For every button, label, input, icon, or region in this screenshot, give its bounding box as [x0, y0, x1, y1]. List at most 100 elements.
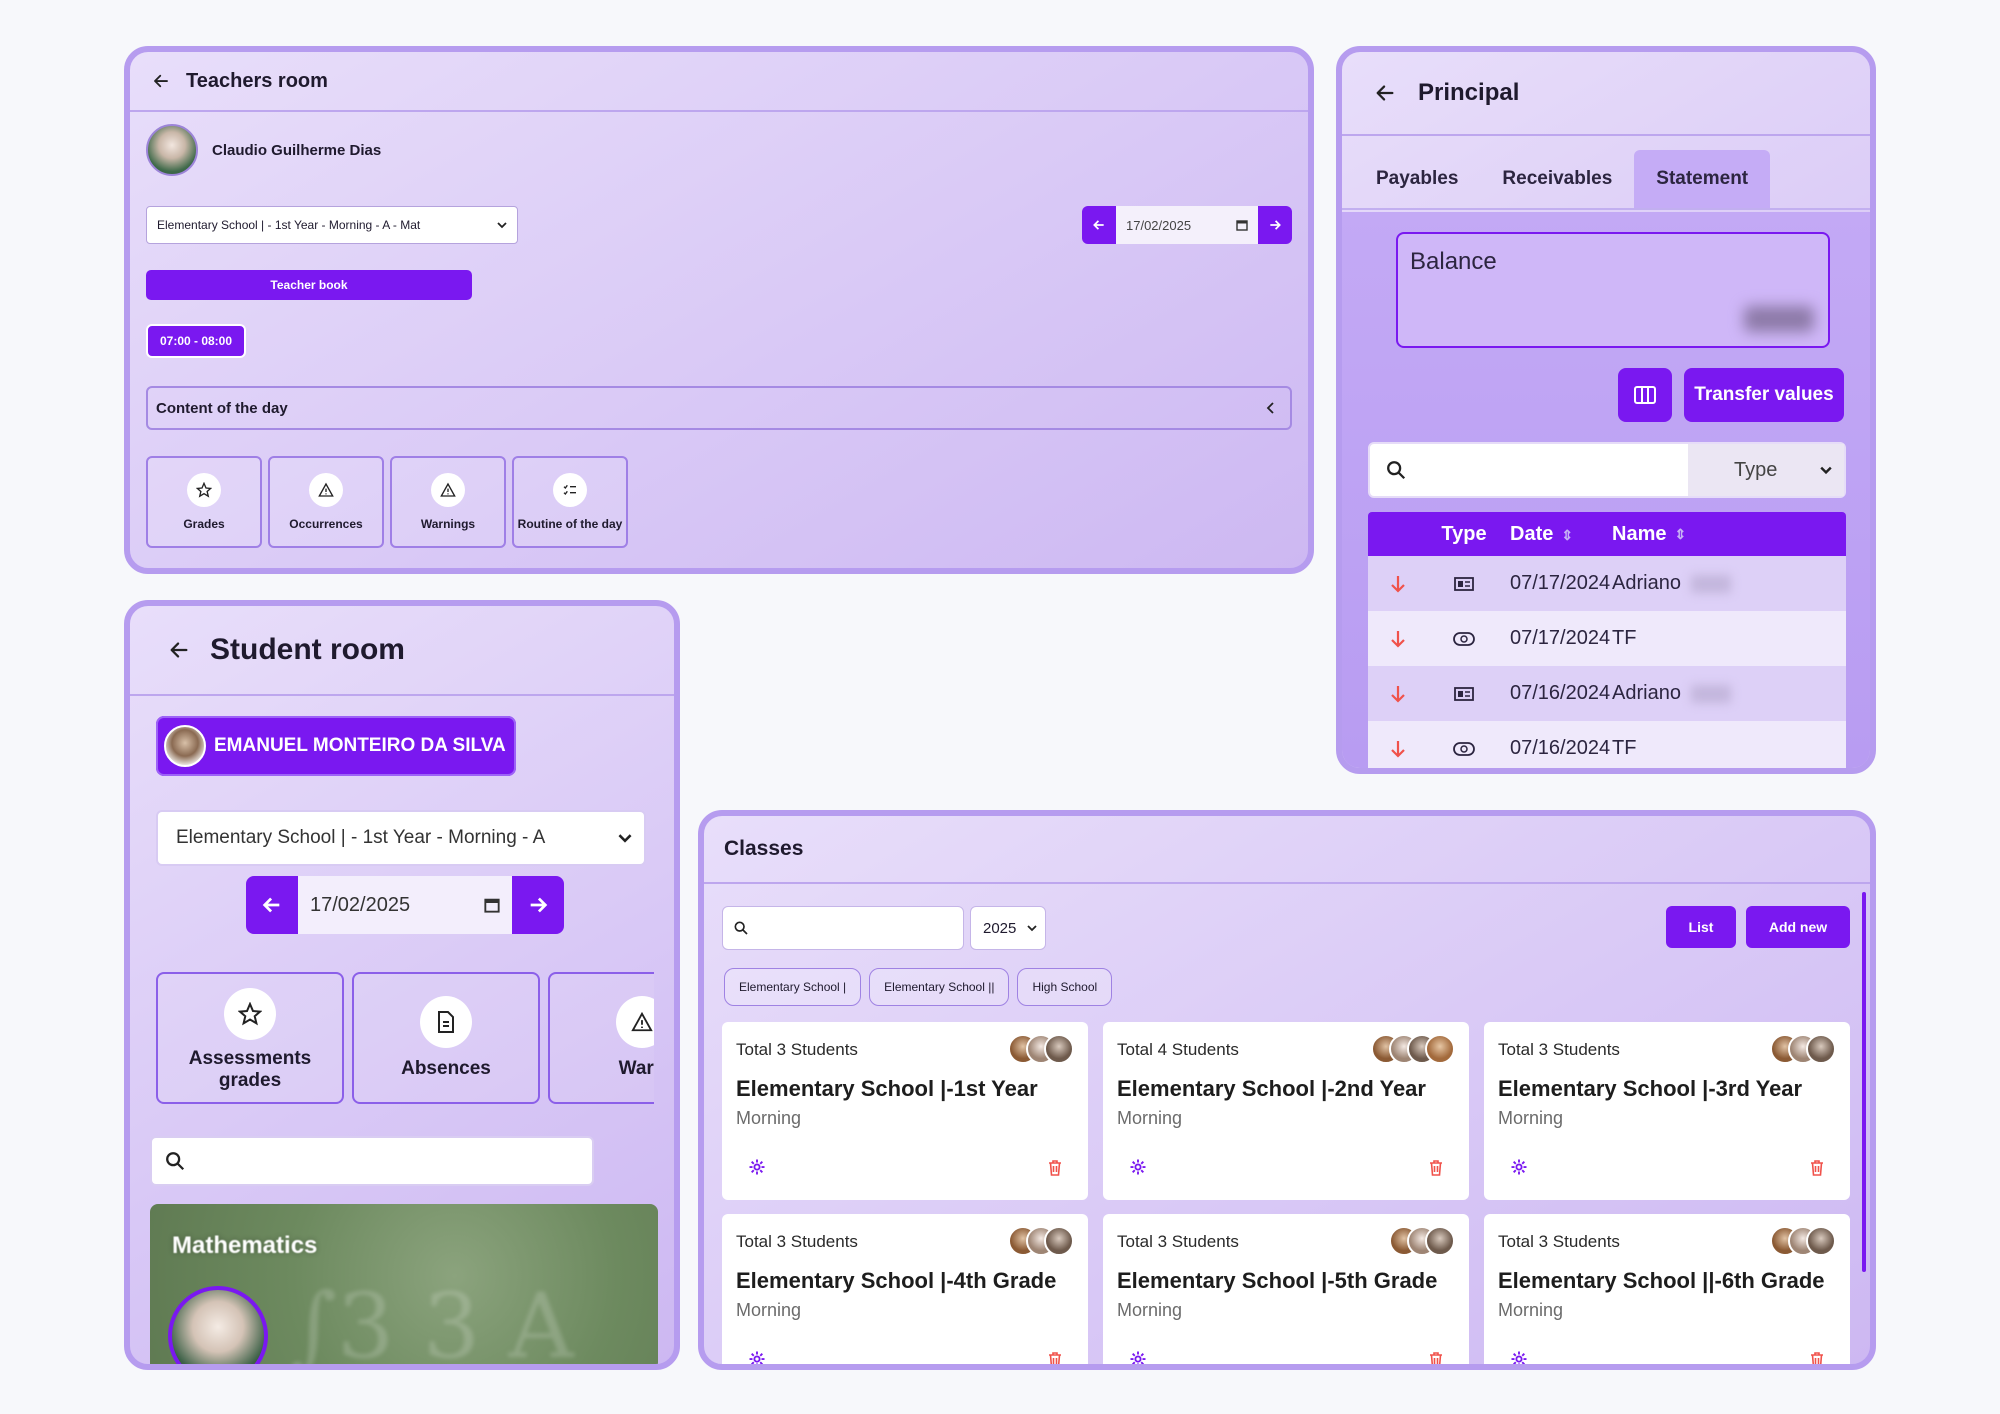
class-card[interactable]: Total 4 Students Elementary School |-2nd… — [1103, 1022, 1469, 1200]
chevron-down-icon — [1820, 466, 1832, 475]
class-select[interactable]: Elementary School | - 1st Year - Morning… — [156, 810, 646, 866]
tab-statement[interactable]: Statement — [1634, 150, 1771, 208]
column-date-label: Date — [1510, 522, 1554, 545]
class-card[interactable]: Total 3 Students Elementary School |-1st… — [722, 1022, 1088, 1200]
class-card[interactable]: Total 3 Students Elementary School |-4th… — [722, 1214, 1088, 1368]
table-row[interactable]: 07/16/2024 Adriano — [1368, 666, 1846, 721]
trash-icon[interactable] — [1048, 1352, 1062, 1368]
statement-search: Type — [1368, 442, 1846, 498]
chip-high-school[interactable]: High School — [1017, 968, 1113, 1006]
occurrences-card[interactable]: Occurrences — [268, 456, 384, 548]
gear-icon[interactable] — [1129, 1158, 1147, 1176]
search-icon — [734, 921, 748, 935]
coin-icon — [1428, 631, 1500, 647]
balance-value-hidden — [1744, 306, 1814, 332]
tab-payables[interactable]: Payables — [1376, 168, 1459, 189]
trash-icon[interactable] — [1429, 1160, 1443, 1176]
trash-icon[interactable] — [1048, 1160, 1062, 1176]
next-date-button[interactable] — [1258, 206, 1292, 244]
warnings-card[interactable]: Warn — [548, 972, 654, 1104]
student-badge[interactable]: EMANUEL MONTEIRO DA SILVA — [156, 716, 516, 776]
student-room-header: Student room — [130, 606, 674, 696]
prev-date-button[interactable] — [1082, 206, 1116, 244]
student-name: EMANUEL MONTEIRO DA SILVA — [214, 735, 506, 756]
student-avatars — [1371, 1034, 1455, 1064]
gear-icon[interactable] — [1129, 1350, 1147, 1368]
tab-receivables[interactable]: Receivables — [1502, 168, 1613, 189]
class-shift: Morning — [1117, 1300, 1183, 1320]
list-button[interactable]: List — [1666, 906, 1736, 948]
back-arrow-icon[interactable] — [1374, 82, 1396, 104]
student-avatars — [1389, 1226, 1455, 1256]
grades-label: Grades — [183, 517, 225, 531]
content-of-day-label: Content of the day — [156, 399, 288, 417]
student-avatars — [1770, 1226, 1836, 1256]
time-slot-badge[interactable]: 07:00 - 08:00 — [146, 324, 246, 358]
class-shift: Morning — [1498, 1300, 1564, 1320]
back-arrow-icon[interactable] — [152, 72, 170, 90]
principal-panel: Principal Payables Receivables Statement… — [1336, 46, 1876, 774]
columns-button[interactable] — [1618, 368, 1672, 422]
subject-card[interactable]: ∫3 3 A Mathematics — [150, 1204, 658, 1364]
prev-date-button[interactable] — [246, 876, 298, 934]
class-select[interactable]: Elementary School | - 1st Year - Morning… — [146, 206, 518, 244]
class-card[interactable]: Total 3 Students Elementary School |-5th… — [1103, 1214, 1469, 1368]
search-icon — [166, 1152, 185, 1171]
principal-tabs: Payables Receivables Statement — [1342, 136, 1870, 210]
table-row[interactable]: 07/17/2024 TF — [1368, 611, 1846, 666]
back-arrow-icon[interactable] — [168, 639, 190, 661]
search-input[interactable] — [150, 1136, 594, 1186]
class-shift: Morning — [1117, 1108, 1183, 1128]
row-name: Adriano — [1612, 682, 1681, 704]
date-input[interactable]: 17/02/2025 — [1116, 206, 1258, 244]
calendar-icon[interactable] — [1236, 219, 1248, 231]
assessments-grades-card[interactable]: Assessments grades — [156, 972, 344, 1104]
class-card[interactable]: Total 3 Students Elementary School |-3rd… — [1484, 1022, 1850, 1200]
gear-icon[interactable] — [1510, 1158, 1528, 1176]
avatar — [168, 1286, 268, 1364]
balance-card: Balance — [1396, 232, 1830, 348]
add-new-button[interactable]: Add new — [1746, 906, 1850, 948]
search-input[interactable] — [722, 906, 964, 950]
class-shift: Morning — [736, 1108, 802, 1128]
gear-icon[interactable] — [1510, 1350, 1528, 1368]
grades-card[interactable]: Grades — [146, 456, 262, 548]
column-type[interactable]: Type — [1441, 522, 1487, 545]
gear-icon[interactable] — [748, 1350, 766, 1368]
next-date-button[interactable] — [512, 876, 564, 934]
row-date: 07/16/2024 — [1510, 682, 1611, 704]
teacher-book-button[interactable]: Teacher book — [146, 270, 472, 300]
row-name: Adriano — [1612, 572, 1681, 594]
calendar-icon[interactable] — [484, 897, 500, 913]
content-of-day-accordion[interactable]: Content of the day — [146, 386, 1292, 430]
column-date[interactable]: Date ⇕ — [1500, 523, 1612, 546]
routine-card[interactable]: Routine of the day — [512, 456, 628, 548]
scrollbar[interactable] — [1862, 892, 1866, 1272]
class-card[interactable]: Total 3 Students Elementary School ||-6t… — [1484, 1214, 1850, 1368]
date-input[interactable]: 17/02/2025 — [298, 876, 512, 934]
trash-icon[interactable] — [1429, 1352, 1443, 1368]
year-value: 2025 — [983, 919, 1017, 937]
bill-icon — [1428, 576, 1500, 592]
trash-icon[interactable] — [1810, 1160, 1824, 1176]
warnings-card[interactable]: Warnings — [390, 456, 506, 548]
chip-elementary-1[interactable]: Elementary School | — [724, 968, 862, 1006]
avatar — [1425, 1226, 1455, 1256]
table-row[interactable]: 07/17/2024 Adriano — [1368, 556, 1846, 611]
principal-header: Principal — [1342, 52, 1870, 136]
year-select[interactable]: 2025 — [970, 906, 1046, 950]
class-name: Elementary School |-2nd Year — [1117, 1076, 1426, 1101]
teacher-profile: Claudio Guilherme Dias — [146, 124, 381, 176]
checklist-icon — [553, 473, 587, 507]
transfer-values-button[interactable]: Transfer values — [1684, 368, 1844, 422]
table-row[interactable]: 07/16/2024 TF — [1368, 721, 1846, 768]
absences-card[interactable]: Absences — [352, 972, 540, 1104]
chevron-down-icon — [1027, 925, 1037, 932]
column-name-label: Name — [1612, 522, 1667, 545]
class-select-value: Elementary School | - 1st Year - Morning… — [176, 827, 546, 848]
type-filter-select[interactable]: Type — [1688, 444, 1844, 496]
trash-icon[interactable] — [1810, 1352, 1824, 1368]
gear-icon[interactable] — [748, 1158, 766, 1176]
column-name[interactable]: Name ⇕ — [1612, 523, 1846, 546]
chip-elementary-2[interactable]: Elementary School || — [869, 968, 1010, 1006]
